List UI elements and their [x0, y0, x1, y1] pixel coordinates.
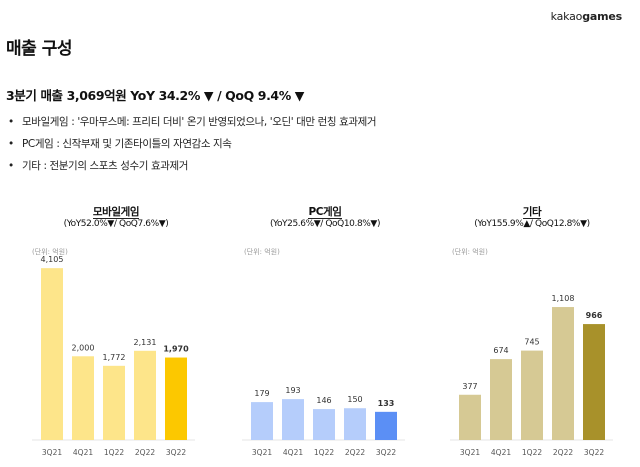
bullet-item-mobile: • 모바일게임 : '우마무스메: 프리티 더비' 온기 반영되었으나, '오딘'…: [8, 116, 377, 128]
x-tick-label-1Q22: 1Q22: [104, 448, 124, 457]
bar-3Q22: [375, 411, 397, 440]
data-label-3Q22: 1,970: [163, 345, 189, 354]
data-label-2Q22: 1,108: [552, 294, 575, 303]
x-tick-label-4Q21: 4Q21: [283, 448, 303, 457]
data-label-1Q22: 745: [524, 338, 539, 347]
data-label-4Q21: 674: [493, 346, 508, 355]
x-tick-label-3Q22: 3Q22: [584, 448, 604, 457]
x-tick-label-3Q21: 3Q21: [460, 448, 480, 457]
bar-3Q22: [583, 324, 605, 440]
chart-subtitle: (YoY25.6%▼/ QoQ10.8%▼): [269, 219, 381, 229]
bar-2Q22: [134, 350, 156, 440]
data-label-4Q21: 193: [285, 386, 300, 395]
chart-title: PC게임: [308, 206, 342, 219]
bar-chart-svg: 4,105 3Q21 2,000 4Q21 1,772 1Q22 2,131 2Q22 1,97…: [32, 255, 195, 457]
kakaogames-logo: kakaogames: [550, 10, 623, 23]
bar-1Q22: [313, 409, 335, 440]
bar-3Q21: [459, 394, 481, 440]
x-tick-label-3Q21: 3Q21: [42, 448, 62, 457]
bar-1Q22: [103, 365, 125, 440]
x-tick-label-3Q21: 3Q21: [252, 448, 272, 457]
page-title: 매출 구성: [6, 39, 72, 59]
bar-3Q21: [251, 402, 273, 440]
bar-4Q21: [72, 356, 94, 440]
x-tick-label-1Q22: 1Q22: [522, 448, 542, 457]
x-tick-label-4Q21: 4Q21: [491, 448, 511, 457]
unit-label: (단위: 억원): [452, 248, 488, 256]
chart-etc: 기타 (YoY155.9%▲/ QoQ12.8%▼) (단위: 억원) 377 3…: [448, 204, 616, 464]
x-tick-label-2Q22: 2Q22: [345, 448, 365, 457]
x-tick-label-3Q22: 3Q22: [166, 448, 186, 457]
data-label-4Q21: 2,000: [72, 343, 95, 352]
chart-subtitle: (YoY155.9%▲/ QoQ12.8%▼): [474, 219, 590, 229]
data-label-2Q22: 2,131: [134, 338, 157, 347]
data-label-1Q22: 146: [316, 396, 331, 405]
data-label-3Q22: 133: [378, 399, 395, 408]
bullet-list: • 모바일게임 : '우마무스메: 프리티 더비' 온기 반영되었으나, '오딘'…: [8, 111, 377, 177]
headline-summary: 3분기 매출 3,069억원 YoY 34.2% ▼ / QoQ 9.4% ▼: [6, 88, 305, 103]
chart-pc-game: PC게임 (YoY25.6%▼/ QoQ10.8%▼) (단위: 억원) 179…: [240, 204, 410, 464]
chart-title: 기타: [522, 206, 542, 219]
bar-3Q22: [165, 357, 187, 440]
bar-2Q22: [552, 307, 574, 440]
bullet-item-pc: • PC게임 : 신작부재 및 기존타이틀의 자연감소 지속: [8, 138, 232, 150]
bar-1Q22: [521, 350, 543, 440]
bar-2Q22: [344, 408, 366, 440]
x-tick-label-3Q22: 3Q22: [376, 448, 396, 457]
bar-4Q21: [282, 399, 304, 440]
unit-label: (단위: 억원): [244, 248, 280, 256]
x-tick-label-2Q22: 2Q22: [553, 448, 573, 457]
data-label-1Q22: 1,772: [103, 353, 126, 362]
data-label-3Q21: 377: [462, 382, 477, 391]
bar-chart-svg: 377 3Q21 674 4Q21 745 1Q22 1,108 2Q22 966 3Q22: [450, 294, 613, 457]
chart-mobile-game: 모바일게임 (YoY52.0%▼/ QoQ7.6%▼) (단위: 억원) 4,1…: [30, 204, 202, 464]
data-label-3Q22: 966: [586, 311, 603, 320]
x-tick-label-1Q22: 1Q22: [314, 448, 334, 457]
bar-4Q21: [490, 359, 512, 440]
chart-title: 모바일게임: [92, 206, 140, 219]
data-label-2Q22: 150: [347, 395, 362, 404]
data-label-3Q21: 4,105: [41, 255, 64, 264]
chart-subtitle: (YoY52.0%▼/ QoQ7.6%▼): [63, 219, 169, 229]
bar-3Q21: [41, 268, 63, 440]
unit-label: (단위: 억원): [32, 248, 68, 256]
bullet-item-etc: • 기타 : 전분기의 스포츠 성수기 효과제거: [8, 160, 188, 172]
x-tick-label-4Q21: 4Q21: [73, 448, 93, 457]
x-tick-label-2Q22: 2Q22: [135, 448, 155, 457]
bar-chart-svg: 179 3Q21 193 4Q21 146 1Q22 150 2Q22 133 3Q22: [242, 386, 405, 457]
data-label-3Q21: 179: [254, 389, 269, 398]
